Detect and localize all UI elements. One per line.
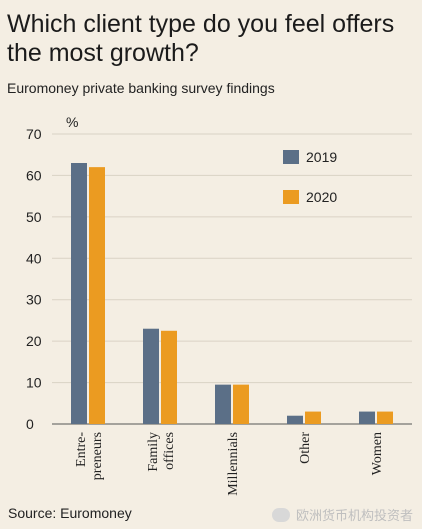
- legend-label-2020: 2020: [306, 189, 337, 205]
- bar-2019-2: [215, 384, 231, 424]
- x-category-label: Women: [370, 432, 385, 475]
- chart-subtitle: Euromoney private banking survey finding…: [7, 80, 275, 96]
- x-category-label: preneurs: [90, 432, 105, 480]
- y-tick-label: 30: [26, 292, 42, 308]
- x-category-label: Entre-: [74, 432, 89, 467]
- legend-label-2019: 2019: [306, 149, 337, 165]
- y-tick-label: 50: [26, 209, 42, 225]
- legend-swatch-2019: [283, 150, 299, 164]
- chart-title: Which client type do you feel offers the…: [7, 10, 395, 67]
- bar-2020-0: [89, 167, 105, 424]
- watermark-text: 欧洲货币机构投资者: [296, 508, 414, 523]
- bar-2019-4: [359, 411, 375, 424]
- y-tick-label: 20: [26, 333, 42, 349]
- bar-2019-1: [143, 328, 159, 424]
- x-category-label: Family: [146, 432, 161, 472]
- bar-2020-1: [161, 330, 177, 424]
- y-tick-label: 0: [26, 416, 34, 432]
- y-tick-label: 70: [26, 126, 42, 142]
- y-tick-label: 10: [26, 375, 42, 391]
- bar-2019-0: [71, 163, 87, 424]
- bar-2020-2: [233, 384, 249, 424]
- legend-swatch-2020: [283, 190, 299, 204]
- bar-2020-4: [377, 411, 393, 424]
- wechat-icon: [272, 507, 290, 522]
- bar-2019-3: [287, 415, 303, 424]
- x-category-label: offices: [162, 432, 177, 470]
- bar-2020-3: [305, 411, 321, 424]
- watermark: 欧洲货币机构投资者: [272, 505, 413, 524]
- y-tick-label: 40: [26, 250, 42, 266]
- x-category-label: Millennials: [226, 432, 241, 496]
- y-tick-label: 60: [26, 167, 42, 183]
- x-category-label: Other: [298, 432, 313, 464]
- y-unit-label: %: [66, 114, 78, 130]
- source-note: Source: Euromoney: [8, 505, 132, 521]
